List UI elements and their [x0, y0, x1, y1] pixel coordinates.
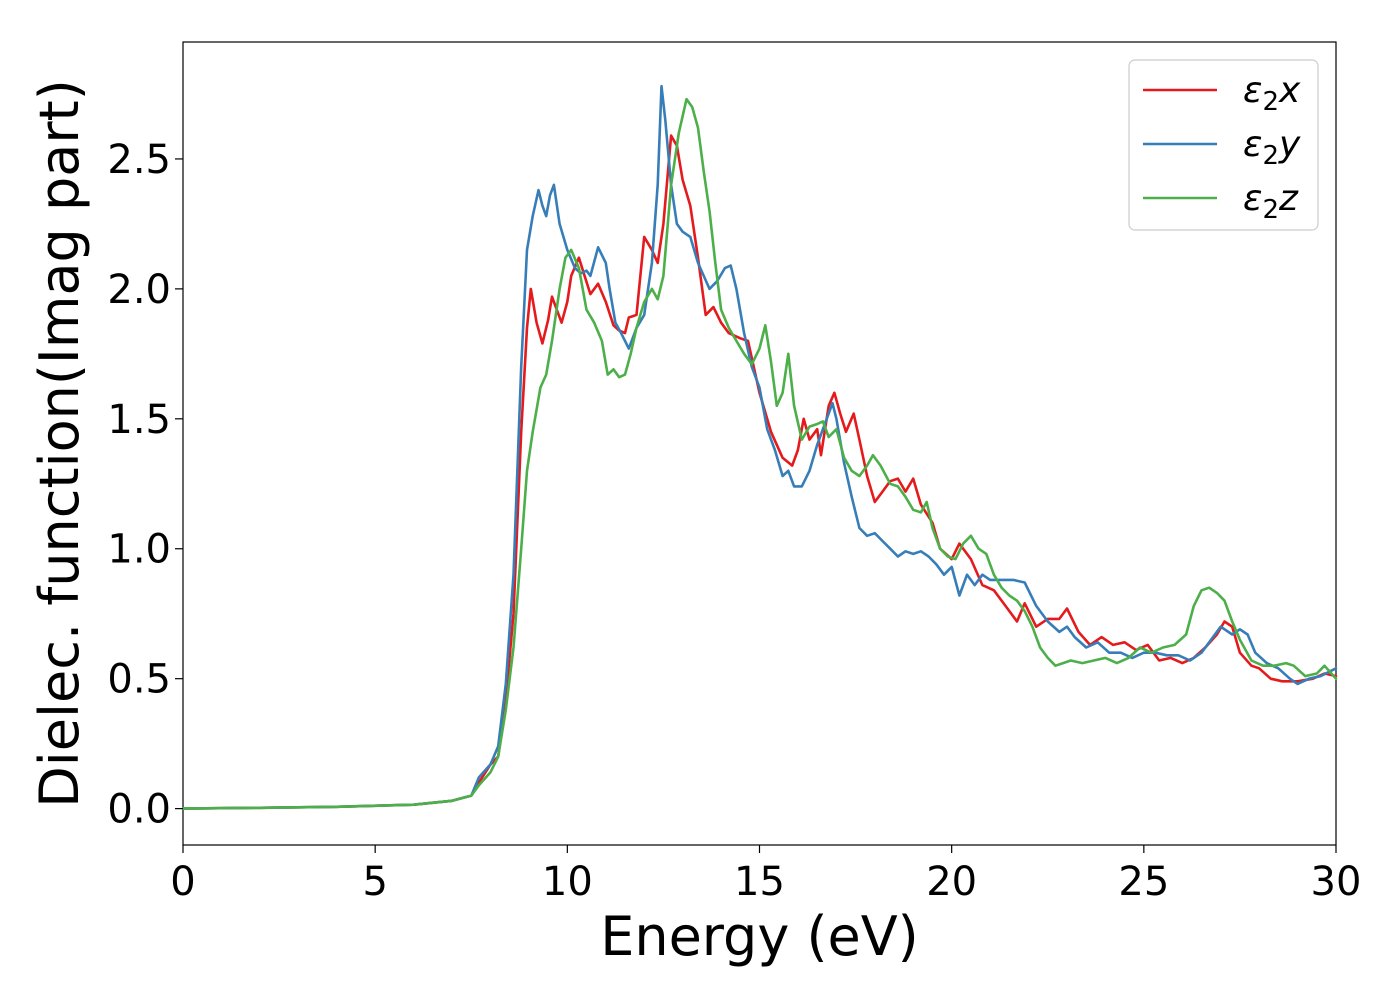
y-tick-label: 0.5	[107, 657, 171, 703]
y-axis-label: Dielec. function(Imag part)	[28, 79, 91, 808]
y-tick-label: 1.0	[107, 527, 171, 573]
y-axis-ticks: 0.0 0.5 1.0 1.5 2.0 2.5	[107, 137, 183, 833]
legend-box	[1128, 59, 1319, 231]
x-tick-label: 5	[362, 859, 387, 905]
x-tick-label: 20	[926, 859, 977, 905]
x-tick-label: 25	[1118, 859, 1169, 905]
x-tick-label: 10	[542, 859, 593, 905]
series-line-z	[181, 97, 1338, 810]
y-tick-label: 2.5	[107, 137, 171, 183]
series-layer	[181, 84, 1338, 810]
x-axis-ticks: 0 5 10 15 20 25 30	[170, 845, 1361, 905]
series-line-y	[181, 84, 1338, 810]
x-tick-label: 0	[170, 859, 195, 905]
x-axis-label: Energy (eV)	[600, 905, 919, 968]
legend-label-x: ε2x	[1243, 70, 1301, 117]
series-line-x	[181, 134, 1338, 810]
legend-label-z: ε2z	[1243, 178, 1299, 225]
x-tick-label: 15	[734, 859, 785, 905]
x-tick-label: 30	[1311, 859, 1362, 905]
y-tick-label: 0.0	[107, 787, 171, 833]
legend-label-y: ε2y	[1243, 124, 1301, 171]
y-tick-label: 1.5	[107, 397, 171, 443]
y-tick-label: 2.0	[107, 267, 171, 313]
legend: ε2x ε2y ε2z	[1128, 59, 1319, 231]
